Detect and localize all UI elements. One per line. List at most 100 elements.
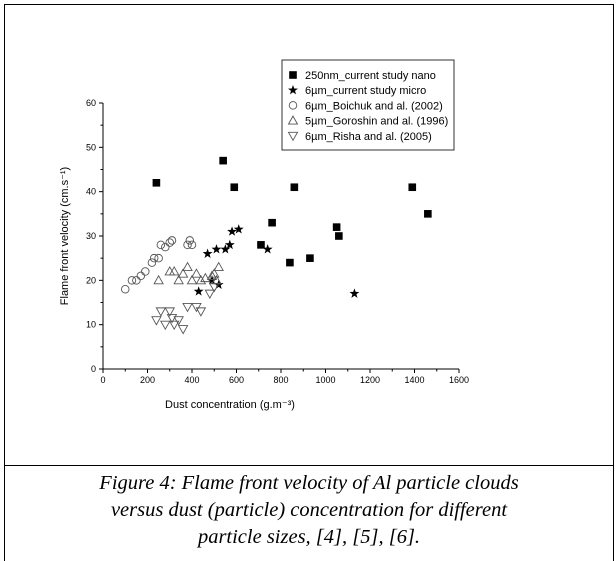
x-tick-label: 1600 <box>449 375 469 385</box>
legend-marker <box>288 85 298 95</box>
y-tick-label: 30 <box>86 231 96 241</box>
series-5 <box>151 283 220 335</box>
data-point <box>349 288 360 298</box>
legend-marker <box>287 131 299 142</box>
data-point <box>165 238 174 247</box>
data-point <box>182 302 193 313</box>
data-point <box>268 218 276 227</box>
legend-label: 6µm_Risha and al. (2005) <box>305 131 432 143</box>
data-points <box>120 156 432 335</box>
data-point <box>185 236 195 245</box>
data-point <box>219 156 227 165</box>
data-point <box>306 254 314 262</box>
data-point <box>164 266 176 276</box>
data-point <box>168 320 180 331</box>
data-point <box>132 276 141 285</box>
x-axis-label: Dust concentration (g.m⁻³) <box>165 399 295 411</box>
data-point <box>204 289 216 300</box>
y-tick-label: 0 <box>91 364 96 374</box>
data-point <box>177 268 189 278</box>
legend-marker <box>289 71 297 79</box>
x-tick-label: 0 <box>100 375 105 385</box>
legend-label: 5µm_Goroshin and al. (1996) <box>305 116 448 128</box>
data-point <box>156 240 166 250</box>
data-point <box>187 240 197 250</box>
data-point <box>408 183 417 192</box>
y-tick-label: 40 <box>86 187 96 197</box>
data-point <box>332 223 341 231</box>
data-point <box>166 314 178 324</box>
data-point <box>182 261 193 271</box>
x-tick-label: 800 <box>273 375 288 385</box>
caption-divider <box>4 465 614 466</box>
data-point <box>183 240 192 250</box>
data-point <box>120 284 130 294</box>
data-point <box>206 270 218 280</box>
caption-line-3: particle sizes, [4], [5], [6]. <box>197 526 421 548</box>
data-point <box>208 283 220 293</box>
data-point <box>227 226 237 236</box>
data-point <box>173 316 184 326</box>
series-4 <box>153 261 224 285</box>
y-tick-label: 60 <box>86 98 96 108</box>
data-point <box>186 274 198 285</box>
data-point <box>161 242 170 252</box>
data-point <box>195 274 207 285</box>
data-point <box>211 244 222 254</box>
data-point <box>149 253 159 263</box>
data-point <box>168 266 180 276</box>
data-point <box>155 307 167 317</box>
x-tick-label: 1200 <box>360 375 380 385</box>
data-point <box>177 325 189 335</box>
y-axis-label: Flame front velocity (cm.s⁻¹) <box>59 167 71 305</box>
data-point <box>257 241 265 249</box>
legend-marker <box>288 101 298 110</box>
data-point <box>164 307 176 317</box>
y-tick-label: 10 <box>86 320 96 330</box>
legend-label: 6µm_Boichuk and al. (2002) <box>305 100 443 112</box>
data-point <box>136 271 146 281</box>
data-point <box>127 276 137 285</box>
y-tick-label: 20 <box>86 275 96 285</box>
data-point <box>195 307 207 317</box>
data-point <box>191 268 202 278</box>
legend-label: 250nm_current study nano <box>305 70 436 82</box>
data-point <box>230 183 239 192</box>
data-point <box>202 248 213 258</box>
axis-ticks: 0 200 400 600 800 1000 1200 1400 1600 0 10 20 30 40 50… <box>86 98 469 385</box>
data-point <box>290 183 299 192</box>
data-point <box>167 236 177 245</box>
data-point <box>208 268 220 278</box>
series-2 <box>193 224 360 298</box>
legend-marker <box>287 115 299 125</box>
scatter-chart: 0 200 400 600 800 1000 1200 1400 1600 0 10 20 30 40 50… <box>59 59 469 411</box>
data-point <box>151 316 162 326</box>
x-tick-label: 200 <box>140 375 155 385</box>
y-tick-label: 50 <box>86 142 96 152</box>
series-1 <box>152 156 432 267</box>
legend-label: 6µm_current study micro <box>305 85 426 97</box>
x-tick-label: 600 <box>229 375 244 385</box>
data-point <box>220 244 231 254</box>
data-point <box>200 272 211 283</box>
caption-line-1: Figure 4: Flame front velocity of Al par… <box>99 472 519 494</box>
x-tick-label: 400 <box>184 375 199 385</box>
data-point <box>193 286 204 296</box>
data-point <box>141 267 150 276</box>
figure-caption: Figure 4: Flame front velocity of Al par… <box>6 470 612 551</box>
caption-line-2: versus dust (particle) concentration for… <box>110 499 508 521</box>
data-point <box>233 224 244 234</box>
data-point <box>147 258 157 267</box>
data-point <box>286 258 294 267</box>
data-point <box>224 239 235 250</box>
x-tick-label: 1400 <box>404 375 424 385</box>
data-point <box>153 274 164 285</box>
x-tick-label: 1000 <box>315 375 335 385</box>
data-point <box>262 244 273 254</box>
series-3 <box>120 236 197 294</box>
data-point <box>154 253 163 263</box>
data-point <box>213 261 224 271</box>
legend-box <box>281 59 455 151</box>
data-point <box>152 179 161 187</box>
figure-frame <box>4 4 614 561</box>
